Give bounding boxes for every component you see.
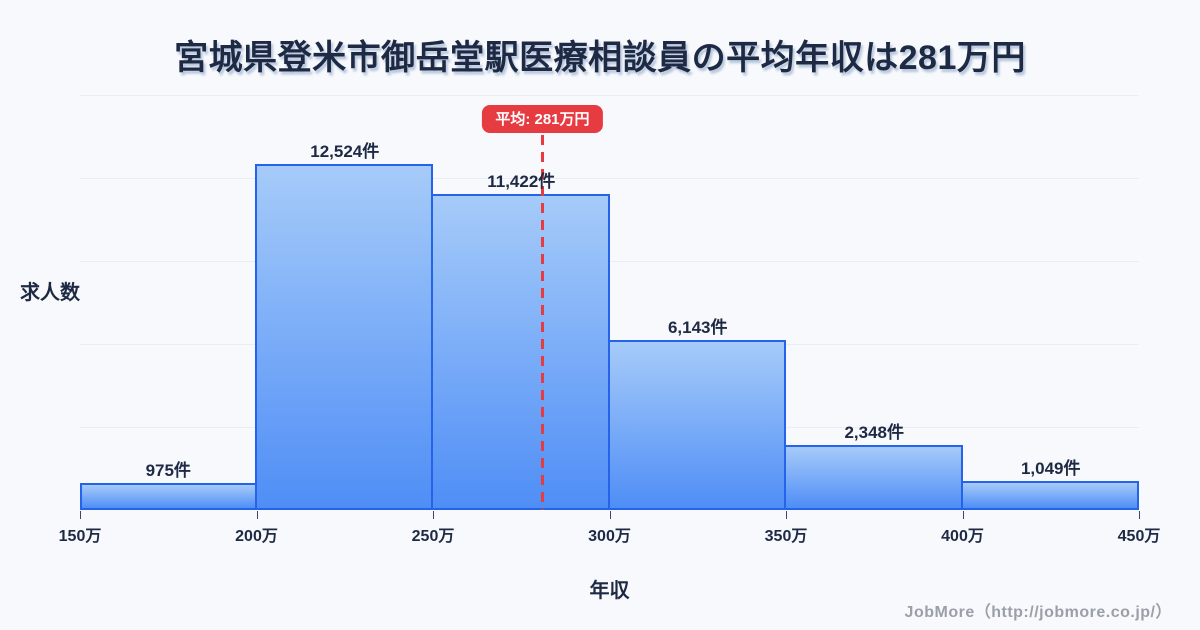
axis-tick (80, 511, 81, 519)
histogram-bar (80, 483, 257, 510)
gridline (80, 178, 1139, 179)
axis-tick-label: 400万 (941, 528, 984, 545)
axis-tick-label: 150万 (58, 528, 102, 545)
histogram-bar (960, 480, 1139, 510)
axis-tick (609, 511, 611, 519)
average-line (540, 135, 544, 510)
axis-tick-label: 350万 (764, 528, 808, 545)
x-axis-label: 年収 (589, 580, 630, 602)
gridline (80, 261, 1139, 262)
y-axis-label: 求人数 (20, 282, 80, 304)
bar-value-label: 12,524件 (310, 141, 380, 161)
axis-tick-label: 250万 (411, 528, 455, 545)
bar-value-label: 1,049件 (1020, 458, 1081, 478)
axis-tick (962, 511, 964, 519)
axis-tick (786, 511, 787, 519)
axis-tick-label: 200万 (235, 528, 278, 545)
bar-value-label: 975件 (145, 461, 191, 481)
axis-tick-label: 300万 (588, 528, 631, 545)
histogram-bar (607, 340, 786, 510)
page-title: 宮城県登米市御岳堂駅医療相談員の平均年収は281万円 (174, 39, 1026, 77)
histogram-bar (254, 163, 433, 510)
histogram-bar (784, 445, 963, 510)
axis-tick (256, 511, 258, 519)
average-badge: 平均: 281万円 (482, 105, 603, 133)
axis-tick-label: 450万 (1117, 528, 1161, 545)
axis-tick (1139, 511, 1140, 519)
credit-line: JobMore（http://jobmore.co.jp/） (904, 604, 1172, 621)
bar-value-label: 2,348件 (844, 423, 905, 443)
bar-value-label: 11,422件 (487, 171, 556, 191)
bar-value-label: 6,143件 (667, 318, 728, 338)
axis-tick (433, 511, 434, 519)
histogram-bar (431, 193, 610, 510)
gridline (80, 95, 1139, 96)
